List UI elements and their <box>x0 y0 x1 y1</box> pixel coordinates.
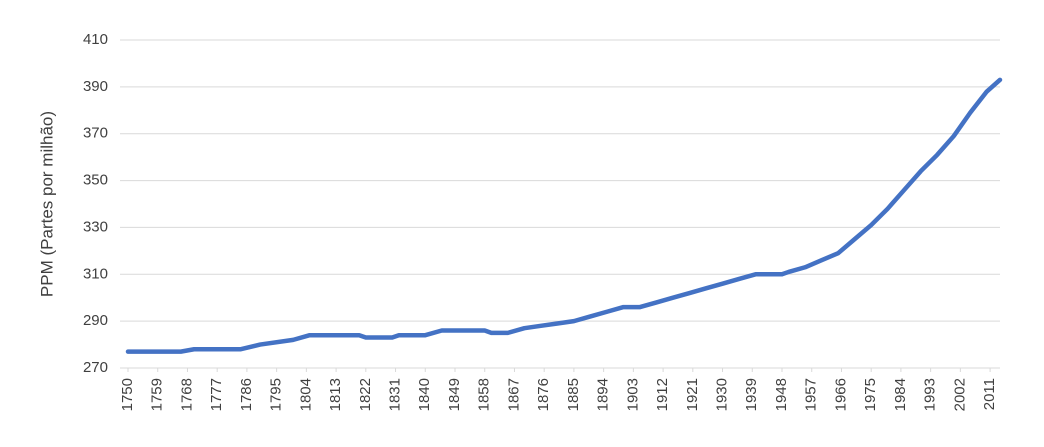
x-tick-label: 2002 <box>951 378 968 411</box>
x-tick-label: 1966 <box>832 378 849 411</box>
x-tick-label: 1795 <box>268 378 285 411</box>
x-tick-label: 1750 <box>119 378 136 411</box>
x-tick-label: 1759 <box>149 378 166 411</box>
x-tick-label: 1768 <box>178 378 195 411</box>
x-tick-label: 1813 <box>327 378 344 411</box>
x-tick-label: 1858 <box>476 378 493 411</box>
x-tick-label: 1894 <box>595 378 612 411</box>
x-tick-label: 1867 <box>505 378 522 411</box>
x-tick-label: 1957 <box>803 378 820 411</box>
x-tick-label: 1921 <box>684 378 701 411</box>
y-tick-label: 310 <box>83 265 108 282</box>
x-tick-label: 1840 <box>416 378 433 411</box>
x-tick-label: 1876 <box>535 378 552 411</box>
x-tick-label: 1885 <box>565 378 582 411</box>
data-line <box>125 77 1003 354</box>
y-tick-label: 350 <box>83 172 108 189</box>
x-tick-label: 2011 <box>981 378 998 410</box>
x-tick-label: 1984 <box>892 378 909 411</box>
x-tick-label: 1993 <box>922 378 939 411</box>
y-tick-label: 330 <box>83 218 108 235</box>
x-tick-label: 1948 <box>773 378 790 411</box>
y-tick-label: 270 <box>83 359 108 376</box>
x-tick-label: 1822 <box>357 378 374 411</box>
y-tick-label: 390 <box>83 78 108 95</box>
x-tick-label: 1975 <box>862 378 879 411</box>
x-tick-label: 1831 <box>387 378 404 411</box>
x-tick-label: 1939 <box>743 378 760 411</box>
y-tick-label: 290 <box>83 312 108 329</box>
y-tick-label: 410 <box>83 31 108 48</box>
x-tick-label: 1912 <box>654 378 671 411</box>
x-tick-label: 1930 <box>714 378 731 411</box>
x-tick-label: 1849 <box>446 378 463 411</box>
y-axis-title: PPM (Partes por milhão) <box>37 111 56 297</box>
x-tick-label: 1903 <box>624 378 641 411</box>
x-tick-label: 1804 <box>297 378 314 411</box>
x-tick-label: 1777 <box>208 378 225 411</box>
y-tick-label: 370 <box>83 125 108 142</box>
x-tick-label: 1786 <box>238 378 255 411</box>
